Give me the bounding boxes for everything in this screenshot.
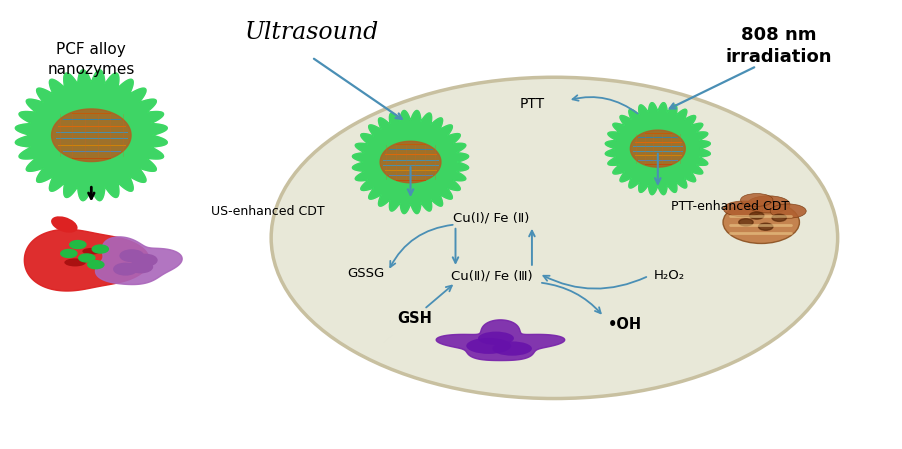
Polygon shape xyxy=(15,70,167,201)
Polygon shape xyxy=(96,237,182,285)
Text: •OH: •OH xyxy=(608,317,642,332)
Circle shape xyxy=(69,241,86,249)
Circle shape xyxy=(120,250,143,261)
Polygon shape xyxy=(353,110,469,214)
Circle shape xyxy=(87,260,104,269)
Ellipse shape xyxy=(64,259,86,266)
Ellipse shape xyxy=(272,77,838,399)
Circle shape xyxy=(759,223,773,230)
Circle shape xyxy=(739,219,753,226)
Text: GSH: GSH xyxy=(398,311,432,326)
Polygon shape xyxy=(15,70,167,201)
Text: PCF alloy
nanozymes: PCF alloy nanozymes xyxy=(48,42,135,77)
Circle shape xyxy=(60,250,77,258)
Text: Cu(Ⅱ)/ Fe (Ⅲ): Cu(Ⅱ)/ Fe (Ⅲ) xyxy=(451,269,532,282)
Circle shape xyxy=(78,254,95,262)
Polygon shape xyxy=(437,320,565,361)
Text: US-enhanced CDT: US-enhanced CDT xyxy=(211,205,325,218)
Text: PTT-enhanced CDT: PTT-enhanced CDT xyxy=(671,200,789,213)
Text: GSSG: GSSG xyxy=(347,267,384,280)
Circle shape xyxy=(129,261,152,273)
Ellipse shape xyxy=(82,248,100,255)
Ellipse shape xyxy=(723,201,799,243)
Ellipse shape xyxy=(723,201,763,217)
Ellipse shape xyxy=(747,196,790,213)
Polygon shape xyxy=(24,229,149,291)
Polygon shape xyxy=(605,103,710,195)
Ellipse shape xyxy=(741,194,773,207)
Polygon shape xyxy=(353,110,469,214)
Polygon shape xyxy=(630,130,686,167)
Text: PTT: PTT xyxy=(520,97,545,111)
Polygon shape xyxy=(51,109,131,162)
Ellipse shape xyxy=(770,204,806,218)
Text: H₂O₂: H₂O₂ xyxy=(653,269,685,282)
Text: 808 nm
irradiation: 808 nm irradiation xyxy=(726,26,833,66)
Circle shape xyxy=(750,212,764,219)
Circle shape xyxy=(114,263,137,275)
Circle shape xyxy=(92,245,108,253)
Polygon shape xyxy=(605,103,710,195)
Polygon shape xyxy=(380,141,441,183)
Ellipse shape xyxy=(478,332,514,345)
Ellipse shape xyxy=(466,338,511,354)
Circle shape xyxy=(772,214,787,221)
Text: Cu(Ⅰ)/ Fe (Ⅱ): Cu(Ⅰ)/ Fe (Ⅱ) xyxy=(454,211,529,224)
Text: Ultrasound: Ultrasound xyxy=(244,21,379,44)
Ellipse shape xyxy=(492,341,532,356)
Ellipse shape xyxy=(51,216,78,233)
Circle shape xyxy=(133,255,157,266)
